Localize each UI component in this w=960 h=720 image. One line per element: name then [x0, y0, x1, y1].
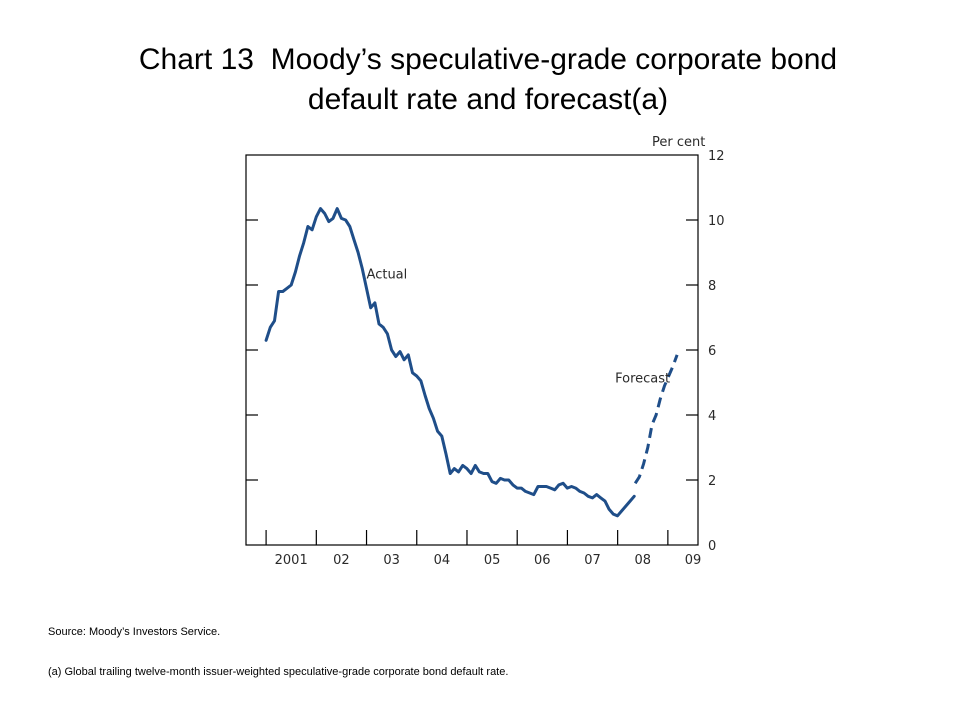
- x-tick-label: 2001: [275, 553, 308, 568]
- y-tick-label: 12: [708, 149, 725, 164]
- y-tick-label: 0: [708, 539, 716, 554]
- annotation-actual: Actual: [367, 268, 408, 283]
- y-tick-label: 10: [708, 214, 725, 229]
- x-tick-label: 02: [333, 553, 350, 568]
- x-tick-label: 05: [484, 553, 501, 568]
- footnote: (a) Global trailing twelve-month issuer-…: [48, 666, 509, 678]
- y-tick-label: 2: [708, 474, 716, 489]
- x-tick-label: 08: [634, 553, 651, 568]
- annotation-forecast: Forecast: [615, 372, 670, 387]
- x-tick-label: 04: [434, 553, 451, 568]
- series-line-actual: [264, 207, 636, 518]
- x-tick-label: 03: [383, 553, 400, 568]
- chart-title: Chart 13 Moody’s speculative-grade corpo…: [0, 40, 960, 120]
- x-tick-label: 09: [685, 553, 702, 568]
- chart-title-line-1: Chart 13 Moody’s speculative-grade corpo…: [138, 43, 838, 76]
- source-note: Source: Moody’s Investors Service.: [48, 626, 221, 638]
- chart-title-line-2: default rate and forecast(a): [307, 83, 669, 116]
- y-tick-label: 4: [708, 409, 716, 424]
- x-tick-label: 06: [534, 553, 551, 568]
- y-tick-label: 6: [708, 344, 716, 359]
- series-line-forecast: [633, 354, 679, 485]
- y-tick-label: 8: [708, 279, 716, 294]
- y-unit-label: Per cent: [652, 135, 705, 150]
- plot-frame: [245, 154, 699, 546]
- x-tick-label: 07: [584, 553, 601, 568]
